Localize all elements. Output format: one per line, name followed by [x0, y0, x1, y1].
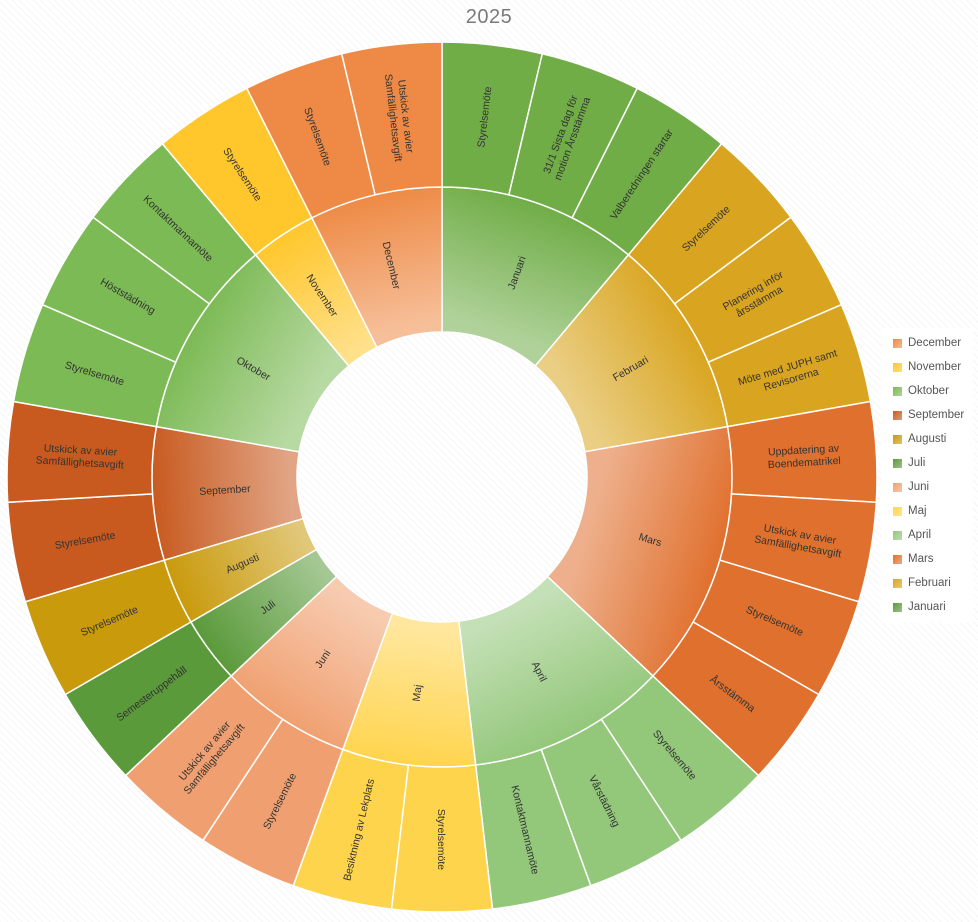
ring-segments — [6, 41, 878, 913]
legend-label: Januari — [908, 601, 946, 613]
legend-label: April — [908, 529, 932, 541]
legend-swatch — [893, 362, 902, 372]
legend-item: Februari — [881, 571, 973, 595]
legend-label: Oktober — [908, 385, 949, 397]
event-segment-11-1 — [340, 41, 443, 196]
legend-swatch — [893, 530, 902, 540]
legend-swatch — [893, 554, 902, 564]
legend-item: Januari — [881, 595, 973, 619]
legend-item: April — [881, 523, 973, 547]
legend-item: Mars — [881, 547, 973, 571]
event-label-8-1: Utskick av avierSamfällighetsavgift — [35, 442, 124, 472]
legend-swatch — [893, 386, 902, 396]
legend-label: Februari — [908, 577, 951, 589]
legend-item: Maj — [881, 499, 973, 523]
legend-swatch — [893, 578, 902, 588]
legend-swatch — [893, 410, 902, 420]
legend-label: Juli — [908, 457, 926, 469]
legend-swatch — [893, 434, 902, 444]
legend-swatch — [893, 482, 902, 492]
legend-label: Juni — [908, 481, 930, 493]
event-label-4-0: Styrelsemöte — [435, 809, 447, 870]
legend-item: Augusti — [881, 427, 973, 451]
legend-item: November — [881, 355, 973, 379]
legend-label: December — [908, 337, 962, 349]
chart-title: 2025 — [465, 6, 513, 28]
month-label-4: Maj — [411, 684, 425, 702]
legend-item: Juni — [881, 475, 973, 499]
legend-swatch — [893, 458, 902, 468]
month-label-8: September — [199, 483, 251, 498]
legend-swatch — [893, 338, 902, 348]
legend-label: Mars — [908, 553, 934, 565]
legend-label: Augusti — [908, 433, 947, 445]
legend-item: December — [881, 331, 973, 355]
legend-label: September — [908, 409, 965, 421]
event-label-2-0: Uppdatering avBoendematrikel — [767, 442, 841, 471]
legend-swatch — [893, 602, 902, 612]
legend: December November Oktober September Augusti J… — [881, 328, 973, 623]
legend-item: September — [881, 403, 973, 427]
legend-swatch — [893, 506, 902, 516]
legend-item: Juli — [881, 451, 973, 475]
legend-label: November — [908, 361, 962, 373]
legend-item: Oktober — [881, 379, 973, 403]
legend-label: Maj — [908, 505, 927, 517]
